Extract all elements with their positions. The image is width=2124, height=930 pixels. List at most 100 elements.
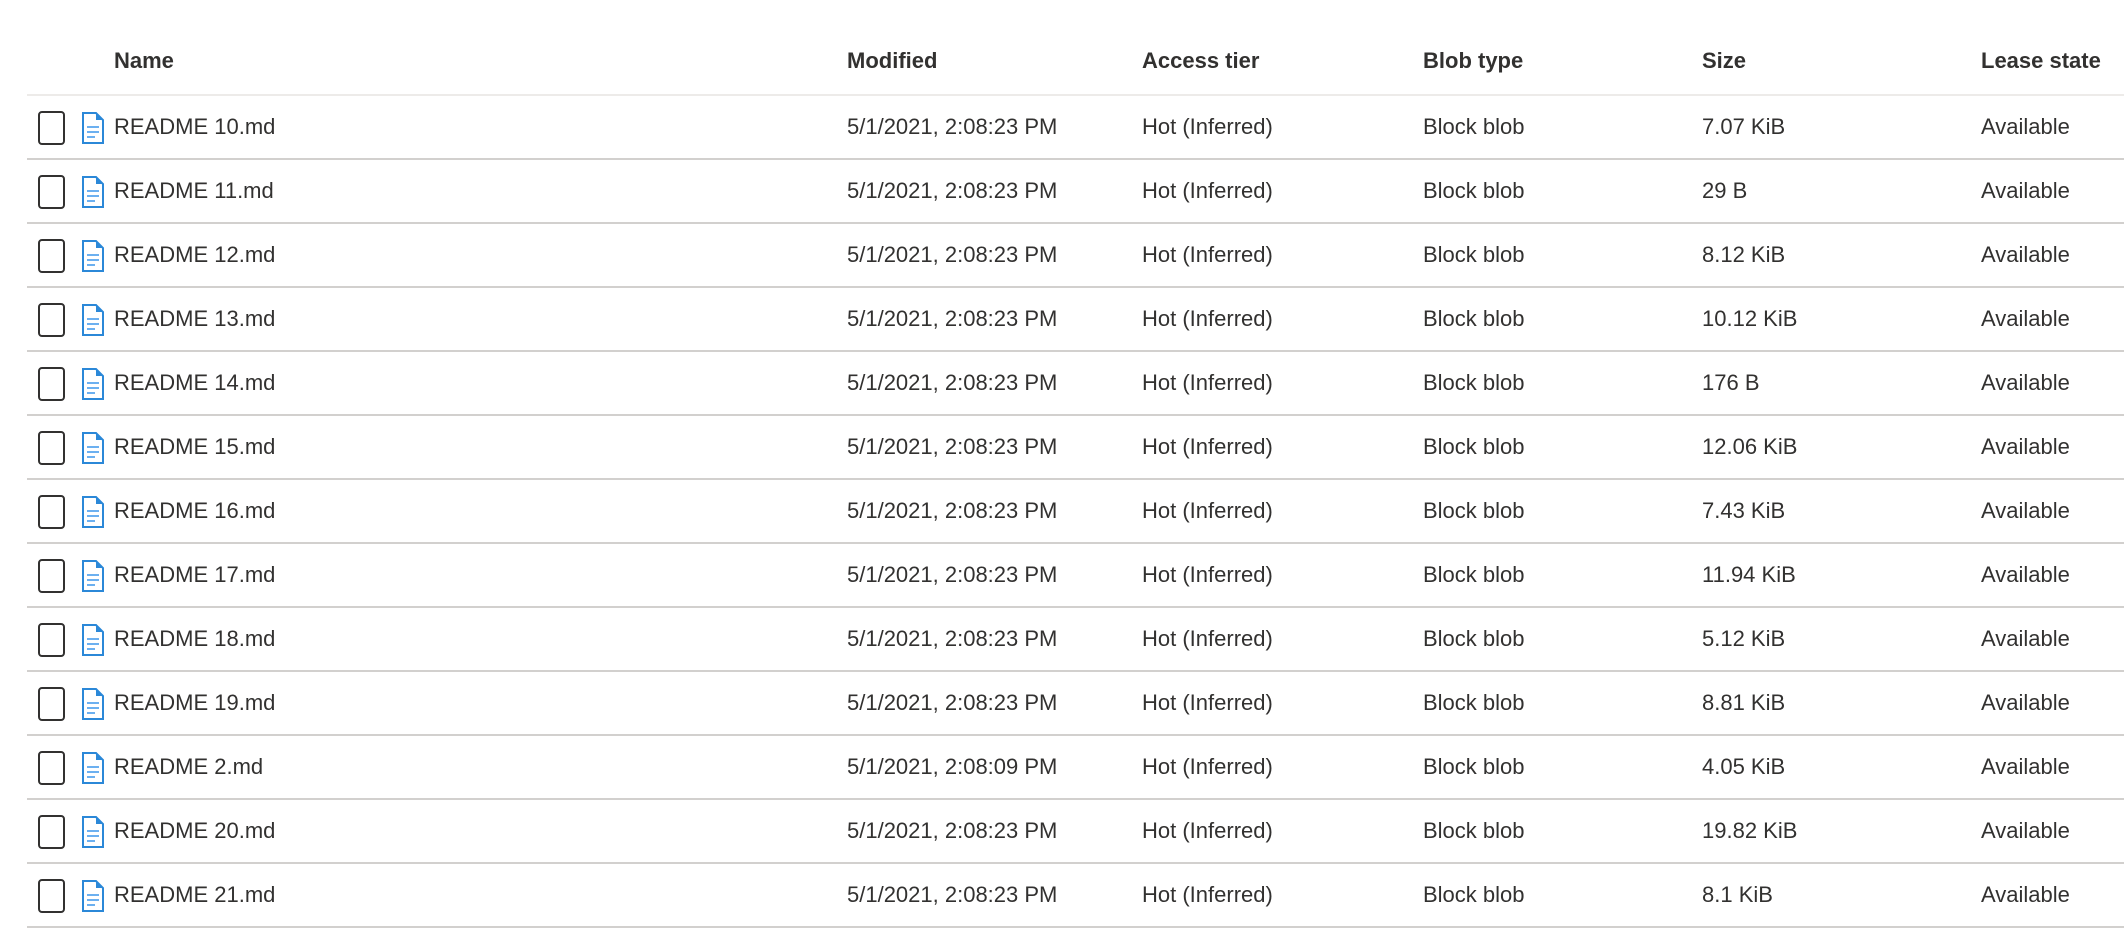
blob-name[interactable]: README 14.md (114, 370, 276, 395)
row-checkbox[interactable] (38, 815, 65, 849)
column-header-size[interactable]: Size (1702, 48, 1747, 73)
column-header-blob-type[interactable]: Blob type (1423, 48, 1524, 73)
blob-access-tier: Hot (Inferred) (1142, 754, 1273, 779)
blob-name[interactable]: README 2.md (114, 754, 264, 779)
blob-lease-state: Available (1981, 434, 2070, 459)
blob-access-tier: Hot (Inferred) (1142, 818, 1273, 843)
table-row[interactable]: README 2.md 5/1/2021, 2:08:09 PM Hot (Infe… (27, 736, 2124, 800)
blob-lease-state: Available (1981, 306, 2070, 331)
blob-name[interactable]: README 17.md (114, 562, 276, 587)
blob-lease-state: Available (1981, 754, 2070, 779)
blob-modified: 5/1/2021, 2:08:23 PM (847, 434, 1058, 459)
row-checkbox[interactable] (38, 623, 65, 657)
blob-size: 4.05 KiB (1702, 754, 1786, 779)
table-row[interactable]: README 12.md 5/1/2021, 2:08:23 PM Hot (Inf… (27, 224, 2124, 288)
blob-access-tier: Hot (Inferred) (1142, 562, 1273, 587)
blob-type: Block blob (1423, 434, 1525, 459)
blob-access-tier: Hot (Inferred) (1142, 434, 1273, 459)
table-row[interactable]: README 17.md 5/1/2021, 2:08:23 PM Hot (Inf… (27, 544, 2124, 608)
table-row[interactable]: README 14.md 5/1/2021, 2:08:23 PM Hot (Inf… (27, 352, 2124, 416)
blob-size: 176 B (1702, 370, 1760, 395)
table-row[interactable]: README 18.md 5/1/2021, 2:08:23 PM Hot (Inf… (27, 608, 2124, 672)
file-icon (82, 688, 104, 720)
row-checkbox[interactable] (38, 239, 65, 273)
blob-access-tier: Hot (Inferred) (1142, 690, 1273, 715)
blob-modified: 5/1/2021, 2:08:23 PM (847, 690, 1058, 715)
blob-name[interactable]: README 19.md (114, 690, 276, 715)
blob-modified: 5/1/2021, 2:08:23 PM (847, 498, 1058, 523)
row-checkbox[interactable] (38, 431, 65, 465)
file-icon (82, 304, 104, 336)
file-icon (82, 368, 104, 400)
table-row[interactable]: README 10.md 5/1/2021, 2:08:23 PM Hot (Inf… (27, 96, 2124, 160)
column-header-access-tier[interactable]: Access tier (1142, 48, 1260, 73)
table-row[interactable]: README 11.md 5/1/2021, 2:08:23 PM Hot (Inf… (27, 160, 2124, 224)
row-checkbox[interactable] (38, 751, 65, 785)
blob-size: 29 B (1702, 178, 1748, 203)
table-row[interactable]: README 21.md 5/1/2021, 2:08:23 PM Hot (Inf… (27, 864, 2124, 928)
row-checkbox[interactable] (38, 303, 65, 337)
blob-lease-state: Available (1981, 242, 2070, 267)
row-checkbox[interactable] (38, 495, 65, 529)
blob-access-tier: Hot (Inferred) (1142, 882, 1273, 907)
table-row[interactable]: README 19.md 5/1/2021, 2:08:23 PM Hot (Inf… (27, 672, 2124, 736)
blob-lease-state: Available (1981, 498, 2070, 523)
blob-size: 10.12 KiB (1702, 306, 1798, 331)
blob-name[interactable]: README 12.md (114, 242, 276, 267)
blob-name[interactable]: README 20.md (114, 818, 276, 843)
file-icon (82, 880, 104, 912)
blob-modified: 5/1/2021, 2:08:23 PM (847, 562, 1058, 587)
blob-name[interactable]: README 16.md (114, 498, 276, 523)
blob-access-tier: Hot (Inferred) (1142, 242, 1273, 267)
blob-modified: 5/1/2021, 2:08:23 PM (847, 242, 1058, 267)
blob-name[interactable]: README 11.md (114, 178, 274, 203)
blob-modified: 5/1/2021, 2:08:23 PM (847, 626, 1058, 651)
blob-access-tier: Hot (Inferred) (1142, 114, 1273, 139)
table-row[interactable]: README 20.md 5/1/2021, 2:08:23 PM Hot (Inf… (27, 800, 2124, 864)
blob-modified: 5/1/2021, 2:08:23 PM (847, 882, 1058, 907)
file-icon (82, 112, 104, 144)
blob-access-tier: Hot (Inferred) (1142, 306, 1273, 331)
table-row[interactable]: README 13.md 5/1/2021, 2:08:23 PM Hot (Inf… (27, 288, 2124, 352)
blob-lease-state: Available (1981, 562, 2070, 587)
blob-type: Block blob (1423, 242, 1525, 267)
row-checkbox[interactable] (38, 687, 65, 721)
blob-lease-state: Available (1981, 370, 2070, 395)
blob-type: Block blob (1423, 498, 1525, 523)
blob-name[interactable]: README 10.md (114, 114, 276, 139)
blob-type: Block blob (1423, 114, 1525, 139)
column-header-modified[interactable]: Modified (847, 48, 938, 73)
blob-size: 8.1 KiB (1702, 882, 1773, 907)
blob-type: Block blob (1423, 818, 1525, 843)
blob-access-tier: Hot (Inferred) (1142, 370, 1273, 395)
blob-size: 5.12 KiB (1702, 626, 1786, 651)
file-icon (82, 752, 104, 784)
row-checkbox[interactable] (38, 111, 65, 145)
blob-size: 19.82 KiB (1702, 818, 1798, 843)
blob-lease-state: Available (1981, 882, 2070, 907)
column-header-lease-state[interactable]: Lease state (1981, 48, 2101, 73)
blob-type: Block blob (1423, 882, 1525, 907)
file-icon (82, 624, 104, 656)
blob-type: Block blob (1423, 306, 1525, 331)
blob-type: Block blob (1423, 178, 1525, 203)
blob-name[interactable]: README 15.md (114, 434, 276, 459)
table-row[interactable]: README 15.md 5/1/2021, 2:08:23 PM Hot (Inf… (27, 416, 2124, 480)
blob-type: Block blob (1423, 754, 1525, 779)
blob-type: Block blob (1423, 626, 1525, 651)
row-checkbox[interactable] (38, 175, 65, 209)
row-checkbox[interactable] (38, 879, 65, 913)
row-checkbox[interactable] (38, 367, 65, 401)
row-checkbox[interactable] (38, 559, 65, 593)
blob-lease-state: Available (1981, 114, 2070, 139)
blob-size: 11.94 KiB (1702, 562, 1796, 587)
blob-modified: 5/1/2021, 2:08:23 PM (847, 178, 1058, 203)
blob-name[interactable]: README 18.md (114, 626, 276, 651)
blob-size: 12.06 KiB (1702, 434, 1798, 459)
blob-name[interactable]: README 21.md (114, 882, 276, 907)
table-row[interactable]: README 16.md 5/1/2021, 2:08:23 PM Hot (Inf… (27, 480, 2124, 544)
blob-name[interactable]: README 13.md (114, 306, 276, 331)
blob-lease-state: Available (1981, 626, 2070, 651)
column-header-name[interactable]: Name (114, 48, 174, 73)
blob-list: Name Modified Access tier Blob type Size… (27, 0, 2124, 928)
